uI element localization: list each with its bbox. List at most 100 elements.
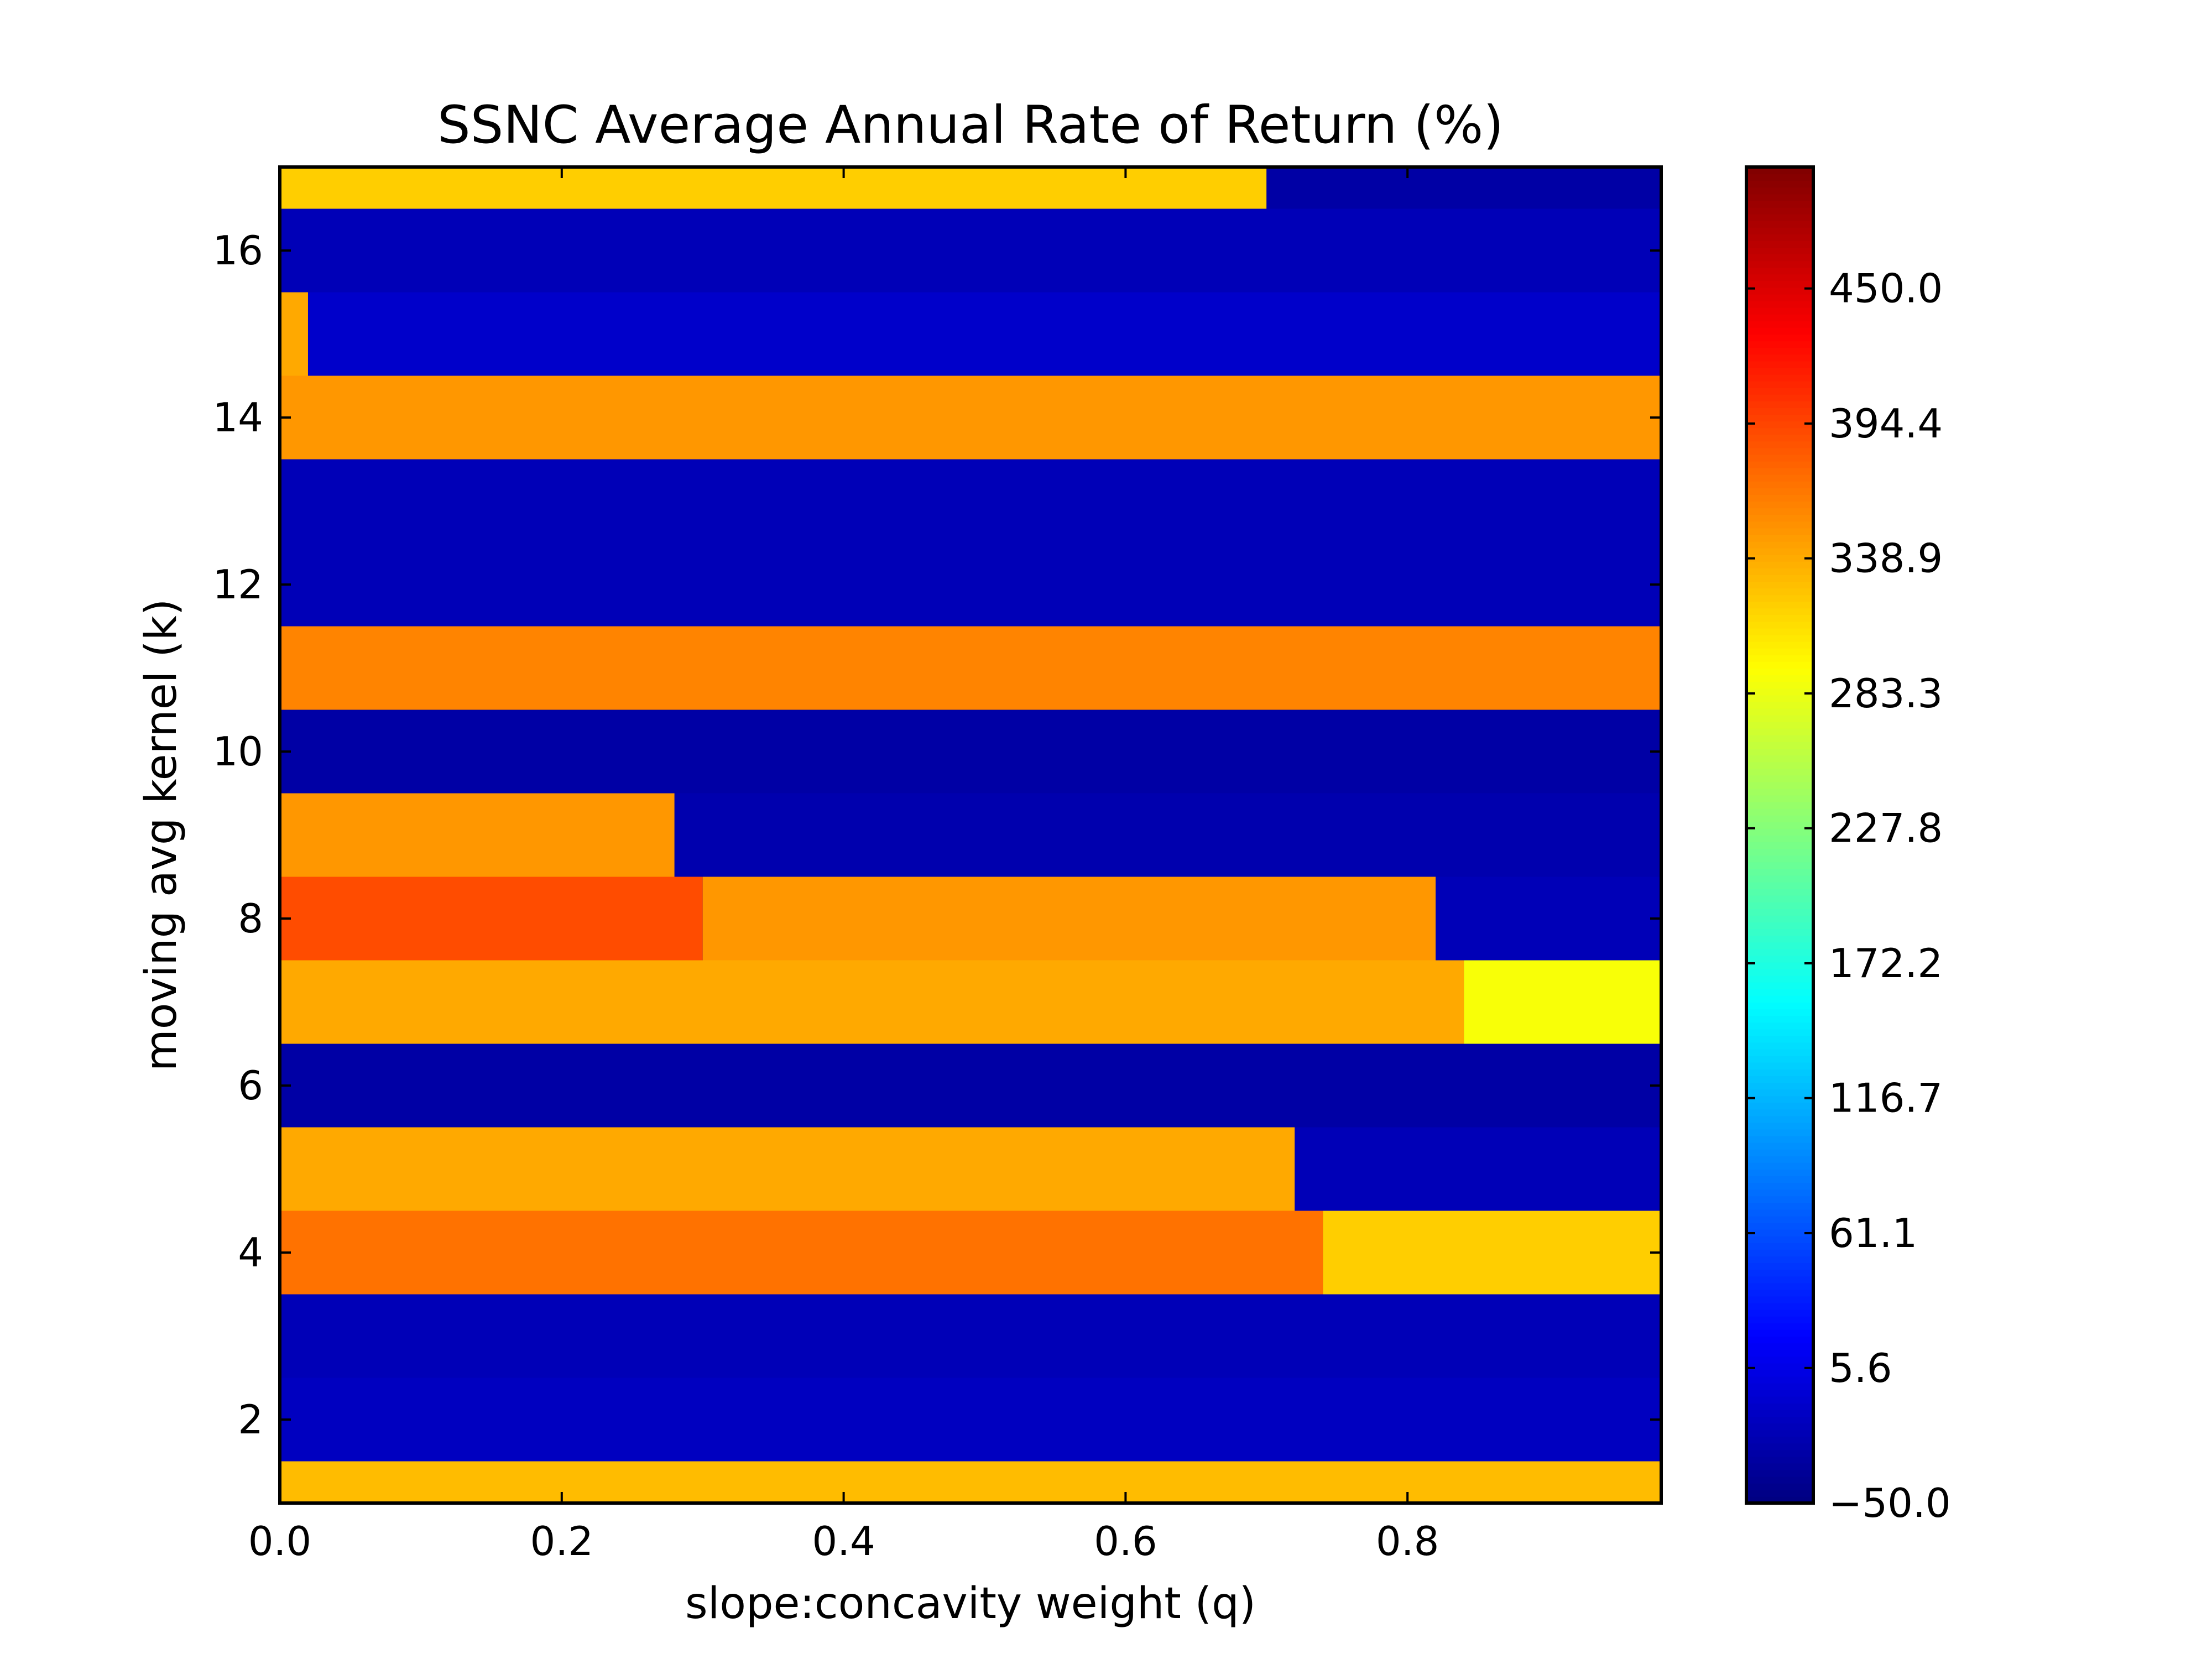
x-tick-label: 0.0 — [248, 1518, 312, 1564]
colorbar-band — [1746, 788, 1813, 796]
colorbar-band — [1746, 982, 1813, 989]
x-tick-label: 0.2 — [530, 1518, 594, 1564]
y-tick-label: 14 — [212, 394, 263, 441]
colorbar-band — [1746, 514, 1813, 522]
colorbar-band — [1746, 187, 1813, 195]
colorbar-band — [1746, 1336, 1813, 1344]
colorbar-band — [1746, 347, 1813, 355]
colorbar-band — [1746, 1322, 1813, 1330]
colorbar-band — [1746, 1383, 1813, 1390]
colorbar-band — [1746, 815, 1813, 822]
heatmap-cell-k-4 — [1323, 1211, 1661, 1295]
colorbar-band — [1746, 1129, 1813, 1136]
y-axis-label: moving avg kernel (k) — [137, 599, 186, 1072]
colorbar-band — [1746, 728, 1813, 735]
colorbar-band — [1746, 233, 1813, 241]
colorbar-band — [1746, 1430, 1813, 1437]
heatmap-cell-k-8 — [702, 877, 1436, 961]
heatmap-cell-k-8 — [280, 877, 703, 961]
colorbar-band — [1746, 481, 1813, 488]
colorbar-band — [1746, 901, 1813, 909]
colorbar-band — [1746, 795, 1813, 802]
colorbar-band — [1746, 908, 1813, 916]
colorbar-band — [1746, 1242, 1813, 1250]
colorbar-band — [1746, 367, 1813, 375]
colorbar-band — [1746, 280, 1813, 288]
colorbar-band — [1746, 1316, 1813, 1323]
colorbar-band — [1746, 387, 1813, 395]
colorbar-band — [1746, 421, 1813, 429]
plot-area — [278, 165, 1663, 1505]
colorbar-band — [1746, 1476, 1813, 1484]
colorbar-band — [1746, 327, 1813, 335]
colorbar-band — [1746, 1389, 1813, 1397]
colorbar-band — [1746, 1109, 1813, 1117]
colorbar-band — [1746, 1089, 1813, 1097]
colorbar-band — [1746, 1449, 1813, 1457]
colorbar-band — [1746, 254, 1813, 262]
colorbar-band — [1746, 1022, 1813, 1030]
colorbar-band — [1746, 768, 1813, 776]
colorbar-band — [1746, 821, 1813, 829]
colorbar-frame — [1745, 165, 1815, 1505]
colorbar-band — [1746, 200, 1813, 208]
colorbar-band — [1746, 174, 1813, 181]
heatmap-cell-k-1 — [280, 1461, 1661, 1503]
colorbar-gradient — [1746, 167, 1813, 1504]
colorbar-band — [1746, 862, 1813, 869]
colorbar-band — [1746, 454, 1813, 462]
colorbar-band — [1746, 661, 1813, 669]
y-tick-label: 8 — [238, 895, 263, 942]
heatmap-cell-k-5 — [1295, 1127, 1661, 1211]
colorbar-band — [1746, 675, 1813, 682]
colorbar-band — [1746, 1376, 1813, 1384]
colorbar-band — [1746, 361, 1813, 368]
colorbar-band — [1746, 220, 1813, 228]
colorbar-band — [1746, 761, 1813, 769]
colorbar-band — [1746, 213, 1813, 221]
colorbar-band — [1746, 1082, 1813, 1090]
colorbar-band — [1746, 547, 1813, 555]
colorbar-band — [1746, 287, 1813, 295]
colorbar-band — [1746, 588, 1813, 596]
y-tick-label: 2 — [238, 1396, 263, 1443]
colorbar-band — [1746, 447, 1813, 455]
colorbar-band — [1746, 380, 1813, 388]
colorbar-band — [1746, 461, 1813, 468]
colorbar-band — [1746, 434, 1813, 442]
colorbar-band — [1746, 922, 1813, 930]
y-tick-label: 4 — [238, 1229, 263, 1276]
colorbar-band — [1746, 300, 1813, 308]
colorbar-band — [1746, 1149, 1813, 1156]
colorbar-band — [1746, 207, 1813, 215]
colorbar-band — [1746, 1142, 1813, 1150]
colorbar-band — [1746, 1363, 1813, 1370]
colorbar-band — [1746, 528, 1813, 535]
colorbar-band — [1746, 835, 1813, 843]
heatmap-cell-k-8 — [1436, 877, 1661, 961]
colorbar-band — [1746, 781, 1813, 789]
colorbar-tick-label: 338.9 — [1829, 535, 1943, 582]
colorbar-band — [1746, 881, 1813, 889]
colorbar-band — [1746, 681, 1813, 689]
colorbar-band — [1746, 935, 1813, 943]
heatmap-cell-k-5 — [280, 1127, 1295, 1211]
colorbar-band — [1746, 594, 1813, 602]
colorbar-tick-label: 394.4 — [1829, 400, 1943, 447]
colorbar-band — [1746, 581, 1813, 589]
colorbar-band — [1746, 180, 1813, 188]
colorbar-band — [1746, 494, 1813, 502]
colorbar-band — [1746, 1135, 1813, 1143]
colorbar-tick-label: 450.0 — [1829, 265, 1943, 312]
heatmap-cell-k-10 — [280, 709, 1661, 794]
colorbar-band — [1746, 294, 1813, 301]
colorbar-band — [1746, 427, 1813, 435]
colorbar-band — [1746, 400, 1813, 408]
colorbar-band — [1746, 1463, 1813, 1470]
colorbar-band — [1746, 240, 1813, 248]
colorbar-band — [1746, 314, 1813, 321]
colorbar-band — [1746, 668, 1813, 676]
colorbar-band — [1746, 474, 1813, 482]
colorbar-band — [1746, 942, 1813, 950]
colorbar-band — [1746, 394, 1813, 401]
